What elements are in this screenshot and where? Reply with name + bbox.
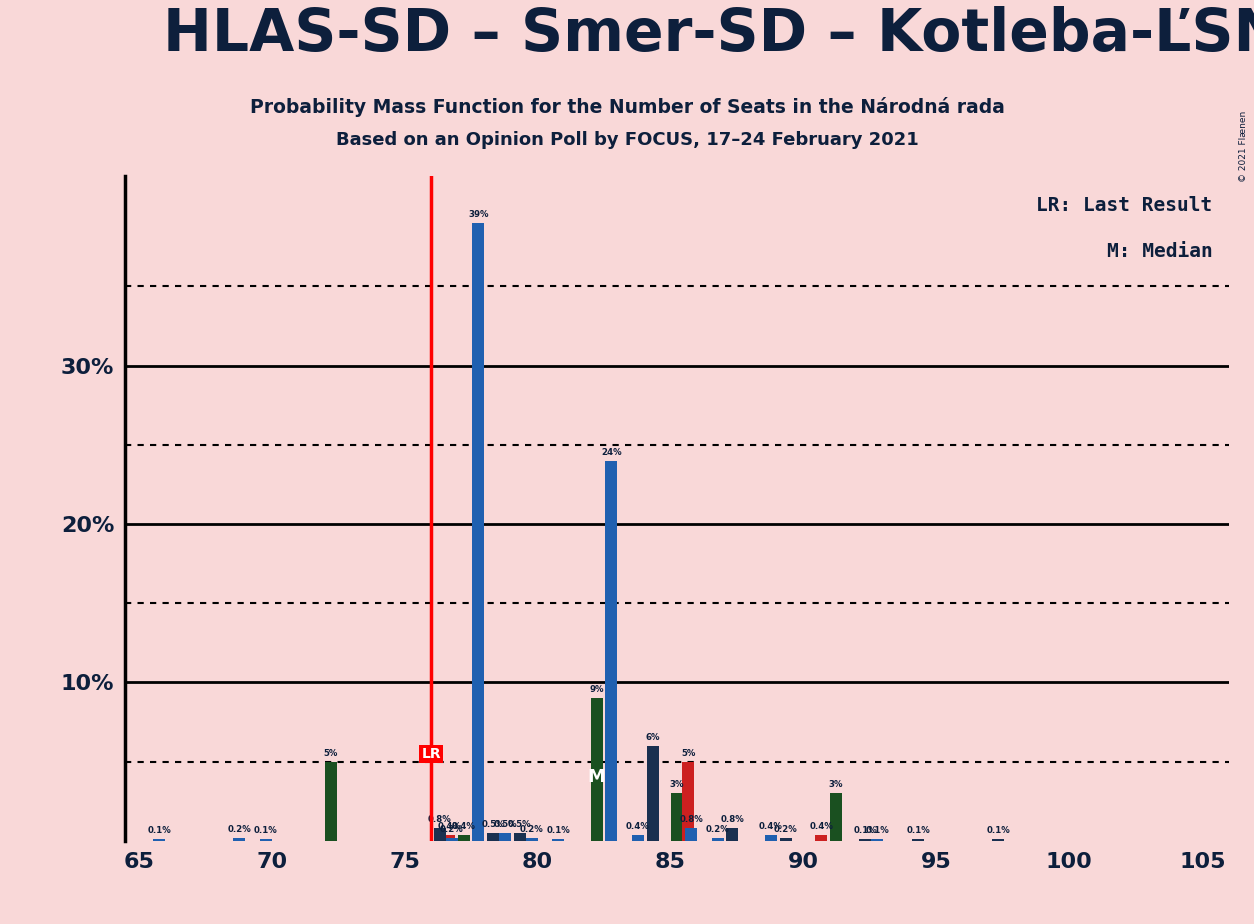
Text: HLAS-SD – Smer-SD – Kotleba-ĽSNS – SME RODINA – S: HLAS-SD – Smer-SD – Kotleba-ĽSNS – SME R…: [163, 6, 1254, 63]
Text: 0.4%: 0.4%: [810, 821, 834, 831]
Text: 39%: 39%: [468, 210, 489, 219]
Text: 0.4%: 0.4%: [451, 821, 475, 831]
Text: 0.1%: 0.1%: [148, 826, 172, 835]
Text: 0.2%: 0.2%: [227, 825, 251, 833]
Text: 0.1%: 0.1%: [854, 826, 877, 835]
Text: 24%: 24%: [601, 448, 622, 456]
Bar: [830, 794, 841, 841]
Text: 6%: 6%: [646, 733, 660, 742]
Bar: [606, 461, 617, 841]
Text: 9%: 9%: [589, 686, 604, 694]
Text: 5%: 5%: [681, 748, 696, 758]
Bar: [591, 699, 603, 841]
Bar: [434, 828, 446, 841]
Bar: [233, 838, 245, 841]
Bar: [525, 838, 538, 841]
Text: M: Median: M: Median: [1106, 242, 1213, 261]
Text: 0.5%: 0.5%: [508, 820, 532, 829]
Bar: [765, 834, 777, 841]
Bar: [153, 839, 166, 841]
Text: 0.2%: 0.2%: [774, 825, 798, 833]
Bar: [552, 839, 564, 841]
Bar: [514, 833, 525, 841]
Text: Based on an Opinion Poll by FOCUS, 17–24 February 2021: Based on an Opinion Poll by FOCUS, 17–24…: [336, 131, 918, 149]
Bar: [780, 838, 791, 841]
Bar: [712, 838, 724, 841]
Bar: [499, 833, 510, 841]
Text: 0.2%: 0.2%: [440, 825, 464, 833]
Text: 0.4%: 0.4%: [626, 821, 650, 831]
Text: 0.1%: 0.1%: [865, 826, 889, 835]
Text: 0.5%: 0.5%: [482, 820, 505, 829]
Text: 0.8%: 0.8%: [428, 815, 451, 824]
Bar: [685, 828, 697, 841]
Bar: [815, 834, 828, 841]
Text: 3%: 3%: [829, 781, 843, 789]
Bar: [458, 834, 470, 841]
Bar: [473, 223, 484, 841]
Text: 0.2%: 0.2%: [519, 825, 543, 833]
Text: 0.2%: 0.2%: [706, 825, 730, 833]
Bar: [487, 833, 499, 841]
Text: LR: LR: [421, 747, 441, 760]
Bar: [872, 839, 883, 841]
Bar: [443, 834, 455, 841]
Bar: [992, 839, 1004, 841]
Bar: [682, 761, 695, 841]
Text: 0.4%: 0.4%: [759, 821, 782, 831]
Text: 0.1%: 0.1%: [907, 826, 930, 835]
Text: 0.4%: 0.4%: [438, 821, 461, 831]
Text: M: M: [588, 769, 606, 786]
Text: 0.1%: 0.1%: [987, 826, 1011, 835]
Text: 0.1%: 0.1%: [253, 826, 277, 835]
Bar: [446, 838, 458, 841]
Text: Probability Mass Function for the Number of Seats in the Národná rada: Probability Mass Function for the Number…: [250, 97, 1004, 117]
Text: 3%: 3%: [670, 781, 683, 789]
Text: © 2021 Flænen: © 2021 Flænen: [1239, 111, 1248, 182]
Bar: [647, 746, 658, 841]
Bar: [726, 828, 739, 841]
Text: 0.5%: 0.5%: [493, 820, 517, 829]
Bar: [671, 794, 682, 841]
Text: 0.8%: 0.8%: [721, 815, 744, 824]
Text: 5%: 5%: [324, 748, 339, 758]
Text: 0.1%: 0.1%: [547, 826, 571, 835]
Text: LR: Last Result: LR: Last Result: [1036, 196, 1213, 214]
Bar: [260, 839, 272, 841]
Text: 0.8%: 0.8%: [680, 815, 703, 824]
Bar: [632, 834, 643, 841]
Bar: [325, 761, 337, 841]
Bar: [859, 839, 872, 841]
Bar: [913, 839, 924, 841]
